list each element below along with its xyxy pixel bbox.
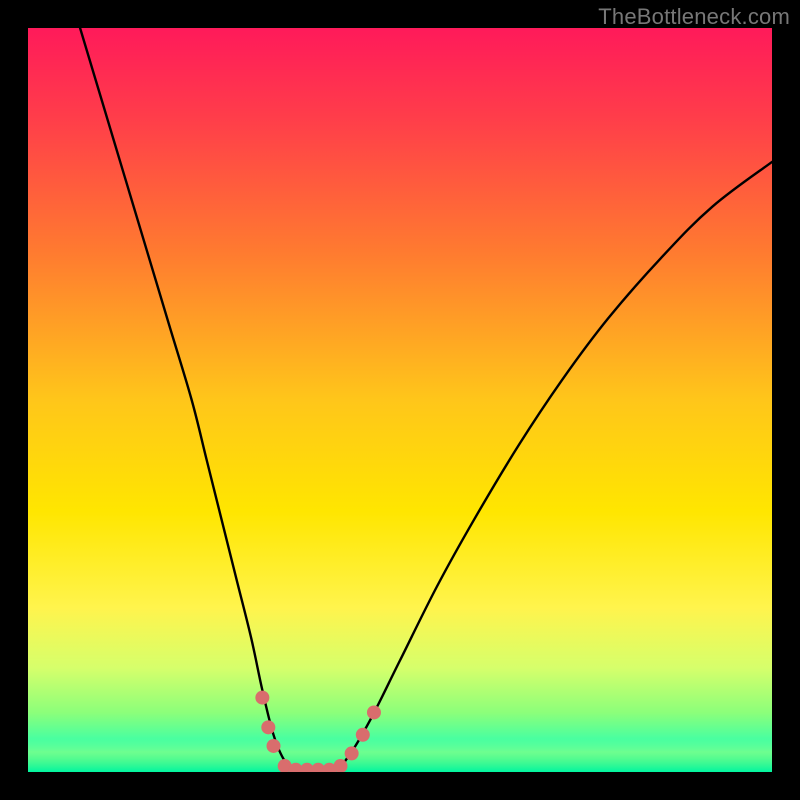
data-marker (345, 746, 359, 760)
data-marker (267, 739, 281, 753)
bottleneck-chart (0, 0, 800, 800)
data-marker (356, 728, 370, 742)
data-marker (367, 705, 381, 719)
chart-stage: TheBottleneck.com (0, 0, 800, 800)
data-marker (333, 759, 347, 773)
data-marker (255, 691, 269, 705)
data-marker (261, 720, 275, 734)
watermark-label: TheBottleneck.com (598, 4, 790, 30)
